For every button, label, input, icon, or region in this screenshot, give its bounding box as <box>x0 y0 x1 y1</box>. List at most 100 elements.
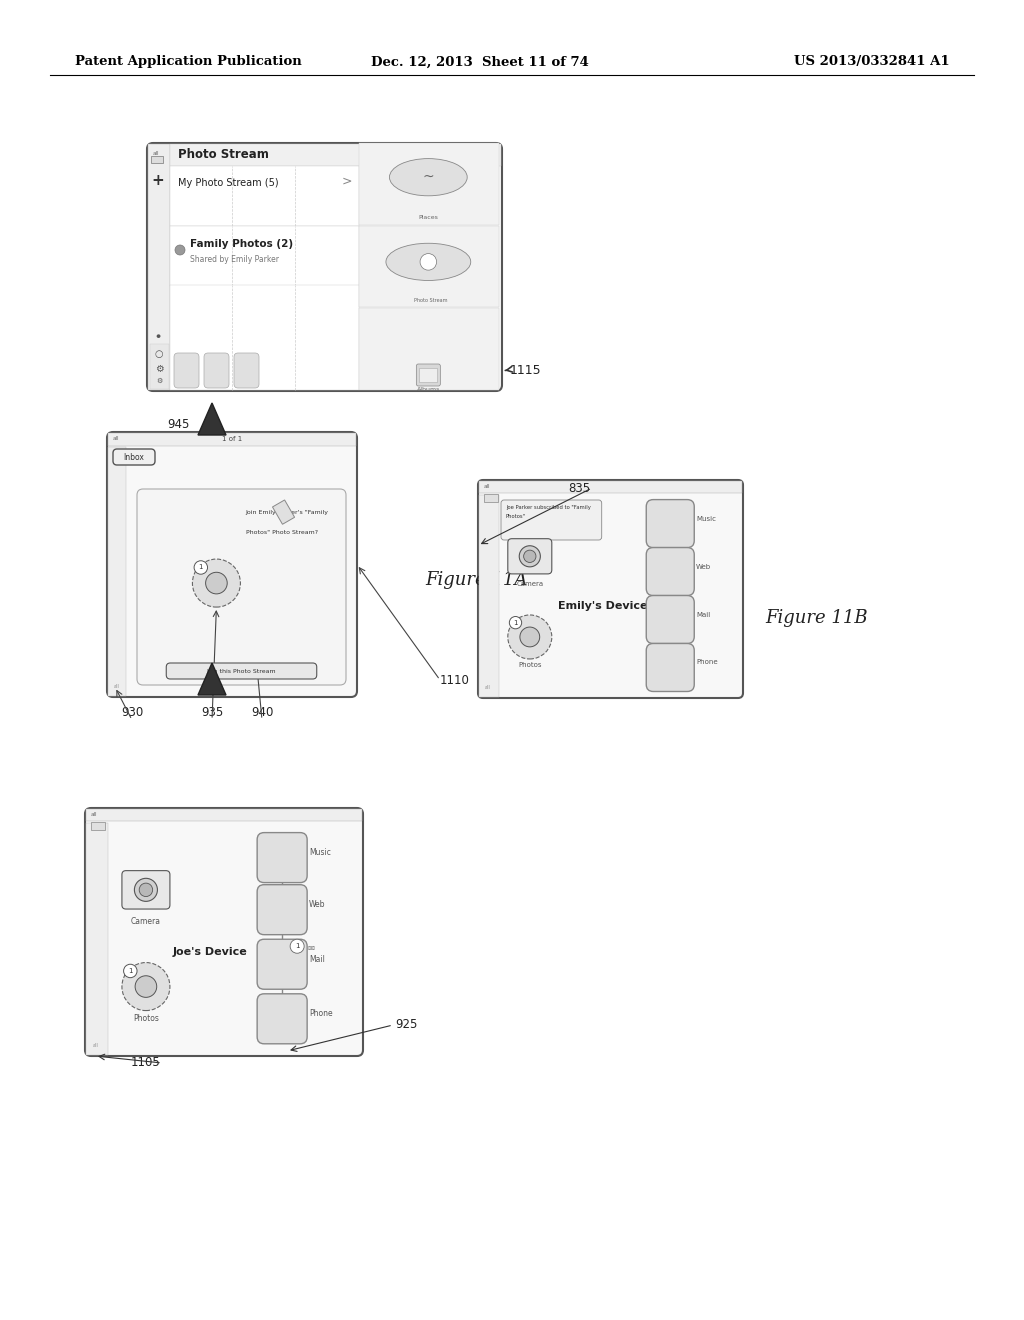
Bar <box>170 285 358 389</box>
Text: My Photo Stream (5): My Photo Stream (5) <box>178 178 279 187</box>
FancyBboxPatch shape <box>508 539 552 574</box>
Circle shape <box>520 627 540 647</box>
Text: +: + <box>152 173 165 187</box>
Text: Places: Places <box>419 215 438 219</box>
Text: ⚫: ⚫ <box>155 331 162 341</box>
FancyBboxPatch shape <box>417 364 440 385</box>
FancyBboxPatch shape <box>234 352 259 388</box>
Text: >: > <box>341 174 352 187</box>
Text: Music: Music <box>696 516 716 521</box>
FancyBboxPatch shape <box>501 500 602 540</box>
Text: Dec. 12, 2013  Sheet 11 of 74: Dec. 12, 2013 Sheet 11 of 74 <box>371 55 589 69</box>
Text: Figure 11A: Figure 11A <box>425 572 527 589</box>
Polygon shape <box>198 403 226 436</box>
Circle shape <box>290 940 304 953</box>
Text: Photos: Photos <box>518 661 542 668</box>
Bar <box>151 156 163 162</box>
Circle shape <box>124 964 137 978</box>
Text: 935: 935 <box>201 705 223 718</box>
Circle shape <box>523 550 536 562</box>
Bar <box>150 345 169 389</box>
Text: ○: ○ <box>155 348 163 359</box>
FancyBboxPatch shape <box>257 994 307 1044</box>
Bar <box>108 433 356 446</box>
Text: Web: Web <box>696 564 712 569</box>
Bar <box>484 494 498 502</box>
Text: Albums: Albums <box>417 387 440 392</box>
Text: 1 of 1: 1 of 1 <box>222 436 242 442</box>
Bar <box>170 226 358 286</box>
Text: Mail: Mail <box>696 611 711 618</box>
Text: all: all <box>91 813 97 817</box>
Text: 925: 925 <box>395 1019 418 1031</box>
Text: 1: 1 <box>199 565 203 570</box>
Bar <box>148 144 170 389</box>
Text: 1: 1 <box>295 944 299 949</box>
Text: Phone: Phone <box>696 660 718 665</box>
FancyBboxPatch shape <box>122 871 170 909</box>
Text: Photo Stream: Photo Stream <box>178 149 269 161</box>
Circle shape <box>134 878 158 902</box>
Text: ~: ~ <box>423 169 434 183</box>
Ellipse shape <box>389 158 467 195</box>
Text: all: all <box>113 437 120 441</box>
Circle shape <box>509 616 521 628</box>
FancyBboxPatch shape <box>204 352 229 388</box>
FancyBboxPatch shape <box>646 499 694 548</box>
Text: Mail: Mail <box>309 954 325 964</box>
Ellipse shape <box>386 243 471 280</box>
Bar <box>170 166 358 226</box>
Text: ★: ★ <box>155 371 162 380</box>
Bar <box>86 809 362 821</box>
Text: Join Emily Parker's "Family: Join Emily Parker's "Family <box>246 510 329 515</box>
Text: Camera: Camera <box>131 917 161 925</box>
Text: Web: Web <box>309 900 326 909</box>
Text: 1: 1 <box>513 619 518 626</box>
Text: 1110: 1110 <box>440 673 470 686</box>
Bar <box>420 368 437 381</box>
Bar <box>91 822 105 830</box>
FancyBboxPatch shape <box>113 449 155 465</box>
Text: all: all <box>93 1043 99 1048</box>
Text: Inbox: Inbox <box>124 453 144 462</box>
Bar <box>358 226 499 308</box>
FancyBboxPatch shape <box>257 884 307 935</box>
FancyBboxPatch shape <box>257 833 307 883</box>
Text: Join this Photo Stream: Join this Photo Stream <box>207 668 276 673</box>
Text: Camera: Camera <box>516 581 544 587</box>
Text: Joe Parker subscribed to "Family: Joe Parker subscribed to "Family <box>506 506 591 510</box>
FancyBboxPatch shape <box>646 643 694 692</box>
Text: all: all <box>485 685 490 690</box>
FancyBboxPatch shape <box>137 488 346 685</box>
Circle shape <box>508 615 552 659</box>
Text: Joe's Device: Joe's Device <box>173 946 248 957</box>
Text: all: all <box>153 150 160 156</box>
Bar <box>358 143 499 224</box>
Circle shape <box>122 962 170 1011</box>
FancyBboxPatch shape <box>147 143 502 391</box>
Text: US 2013/0332841 A1: US 2013/0332841 A1 <box>795 55 950 69</box>
Text: ⚙: ⚙ <box>155 364 164 374</box>
Circle shape <box>139 883 153 896</box>
Text: 930: 930 <box>121 705 143 718</box>
Bar <box>479 495 499 697</box>
Text: Patent Application Publication: Patent Application Publication <box>75 55 302 69</box>
Text: 1105: 1105 <box>130 1056 160 1069</box>
Text: Family Photos (2): Family Photos (2) <box>190 239 293 249</box>
FancyBboxPatch shape <box>174 352 199 388</box>
Text: Photos" Photo Stream?: Photos" Photo Stream? <box>246 529 317 535</box>
FancyBboxPatch shape <box>85 808 362 1056</box>
Bar <box>358 309 499 389</box>
Bar <box>86 822 108 1055</box>
Text: ✉: ✉ <box>307 944 314 953</box>
FancyBboxPatch shape <box>106 432 357 697</box>
Circle shape <box>193 560 241 607</box>
Text: Music: Music <box>309 849 331 857</box>
Bar <box>479 480 742 492</box>
FancyBboxPatch shape <box>257 940 307 989</box>
Text: ★: ★ <box>155 351 162 360</box>
Text: Shared by Emily Parker: Shared by Emily Parker <box>190 255 279 264</box>
FancyBboxPatch shape <box>166 663 316 678</box>
Text: Figure 11B: Figure 11B <box>765 609 867 627</box>
Text: all: all <box>484 484 490 490</box>
